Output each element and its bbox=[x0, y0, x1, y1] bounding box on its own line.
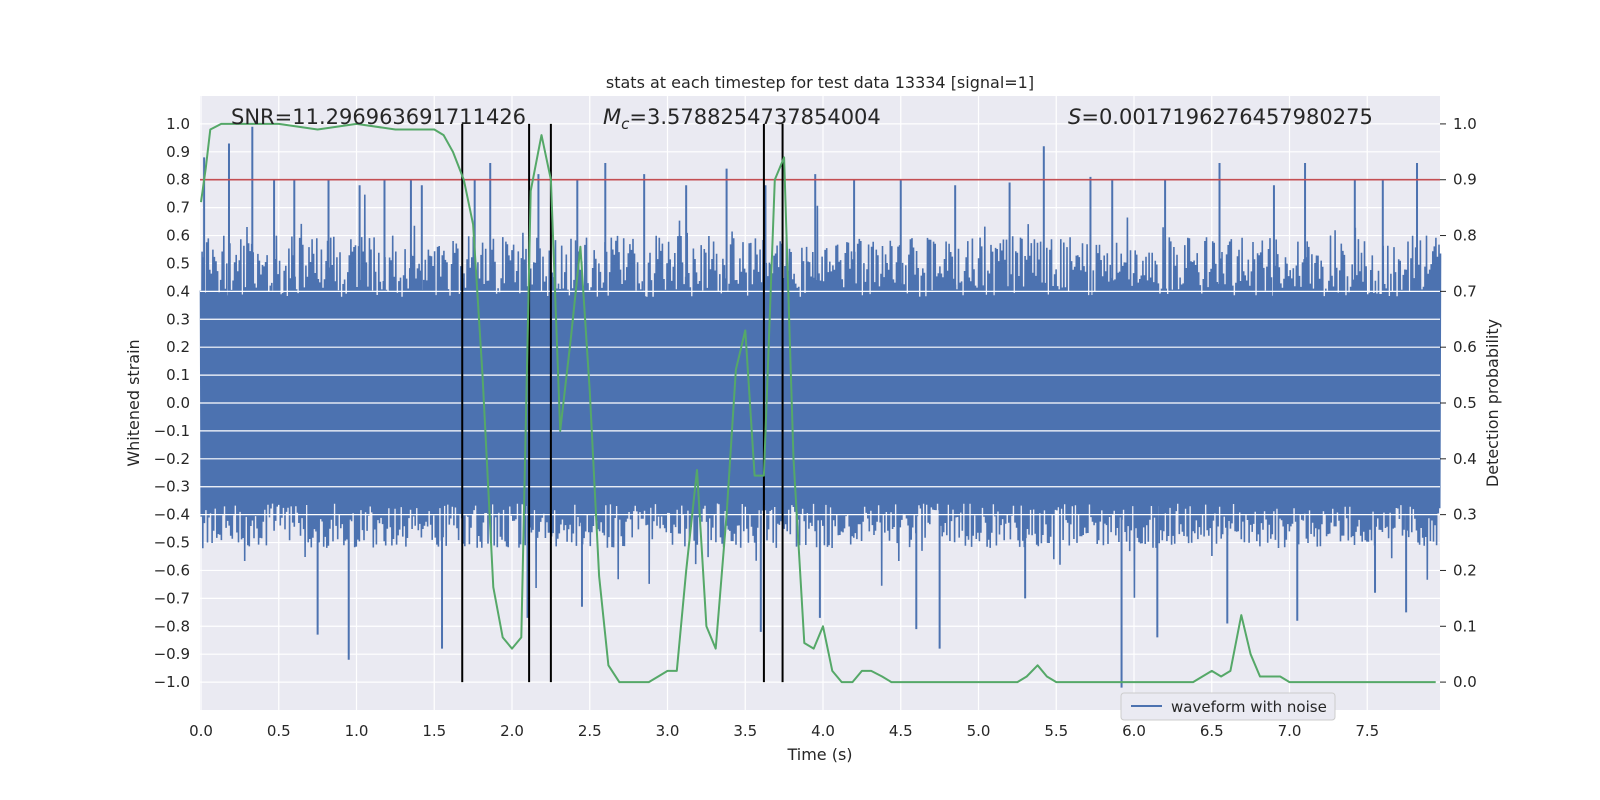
chirp-mass-symbol: M bbox=[603, 105, 621, 129]
x-tick-label: 4.0 bbox=[811, 722, 835, 740]
x-tick-label: 1.5 bbox=[422, 722, 446, 740]
y-tick-label-right: 0.2 bbox=[1453, 561, 1477, 579]
chirp-mass-value: =3.5788254737854004 bbox=[629, 105, 880, 129]
y-tick-label-left: −0.3 bbox=[154, 478, 190, 496]
y-tick-label-left: −0.9 bbox=[154, 645, 190, 663]
chirp-mass-subscript: c bbox=[621, 115, 630, 133]
legend: waveform with noise bbox=[1120, 692, 1336, 721]
y-axis-label-left: Whitened strain bbox=[124, 339, 143, 466]
legend-label-waveform: waveform with noise bbox=[1171, 698, 1327, 716]
y-tick-label-left: 0.9 bbox=[166, 143, 190, 161]
legend-box bbox=[1120, 692, 1336, 721]
y-tick-label-right: 0.6 bbox=[1453, 338, 1477, 356]
y-tick-label-left: −0.4 bbox=[154, 506, 190, 524]
x-tick-label: 6.0 bbox=[1122, 722, 1146, 740]
x-tick-label: 0.0 bbox=[189, 722, 213, 740]
statistic-symbol: S bbox=[1068, 105, 1081, 129]
y-tick-label-left: 0.1 bbox=[166, 366, 190, 384]
detection-probability-line bbox=[200, 122, 1436, 684]
y-tick-label-left: 0.6 bbox=[166, 227, 190, 245]
x-tick-label: 3.0 bbox=[656, 722, 680, 740]
x-tick-label: 4.5 bbox=[889, 722, 913, 740]
y-tick-label-right: 0.9 bbox=[1453, 171, 1477, 189]
snr-annotation: SNR=11.296963691711426 bbox=[231, 105, 526, 129]
axis-ticks: 0.0 0.5 1.0 1.5 2.0 2.5 3.0 3.5 4.0 4.5 5.0 5.5 6.0 6… bbox=[154, 115, 1477, 740]
y-tick-label-left: −1.0 bbox=[154, 673, 190, 691]
y-tick-label-left: 0.3 bbox=[166, 310, 190, 328]
x-axis-label: Time (s) bbox=[786, 745, 852, 764]
y-tick-label-left: −0.7 bbox=[154, 589, 190, 607]
x-tick-label: 3.5 bbox=[733, 722, 757, 740]
statistic-value: =0.0017196276457980275 bbox=[1081, 105, 1373, 129]
y-axis-label-right: Detection probability bbox=[1483, 319, 1502, 487]
x-tick-label: 5.5 bbox=[1044, 722, 1068, 740]
y-tick-label-right: 0.4 bbox=[1453, 450, 1477, 468]
chirp-mass-annotation: Mc=3.5788254737854004 bbox=[603, 105, 881, 133]
y-tick-label-left: −0.8 bbox=[154, 617, 190, 635]
probability-series bbox=[200, 122, 1436, 684]
y-tick-label-left: −0.5 bbox=[154, 534, 190, 552]
x-tick-label: 6.5 bbox=[1200, 722, 1224, 740]
y-tick-label-right: 0.3 bbox=[1453, 506, 1477, 524]
y-tick-label-right: 0.1 bbox=[1453, 617, 1477, 635]
y-tick-label-right: 0.7 bbox=[1453, 282, 1477, 300]
reference-lines bbox=[200, 123, 1440, 683]
statistic-annotation: S=0.0017196276457980275 bbox=[1068, 105, 1373, 129]
x-tick-label: 0.5 bbox=[267, 722, 291, 740]
x-tick-label: 2.0 bbox=[500, 722, 524, 740]
y-tick-label-left: 1.0 bbox=[166, 115, 190, 133]
y-tick-label-right: 1.0 bbox=[1453, 115, 1477, 133]
waveform-series bbox=[199, 126, 1442, 688]
x-tick-label: 7.5 bbox=[1355, 722, 1379, 740]
chart-title: stats at each timestep for test data 133… bbox=[606, 73, 1034, 92]
y-tick-label-left: −0.6 bbox=[154, 561, 190, 579]
y-tick-label-left: 0.0 bbox=[166, 394, 190, 412]
y-tick-label-left: 0.4 bbox=[166, 282, 190, 300]
y-tick-label-left: 0.8 bbox=[166, 171, 190, 189]
y-tick-label-left: 0.5 bbox=[166, 254, 190, 272]
y-tick-label-right: 0.0 bbox=[1453, 673, 1477, 691]
x-tick-label: 1.0 bbox=[345, 722, 369, 740]
y-tick-label-left: −0.2 bbox=[154, 450, 190, 468]
y-tick-label-right: 0.8 bbox=[1453, 227, 1477, 245]
y-tick-label-right: 0.5 bbox=[1453, 394, 1477, 412]
y-tick-label-left: 0.2 bbox=[166, 338, 190, 356]
y-tick-label-left: 0.7 bbox=[166, 199, 190, 217]
x-tick-label: 5.0 bbox=[967, 722, 991, 740]
x-tick-label: 7.0 bbox=[1278, 722, 1302, 740]
x-tick-label: 2.5 bbox=[578, 722, 602, 740]
y-tick-label-left: −0.1 bbox=[154, 422, 190, 440]
